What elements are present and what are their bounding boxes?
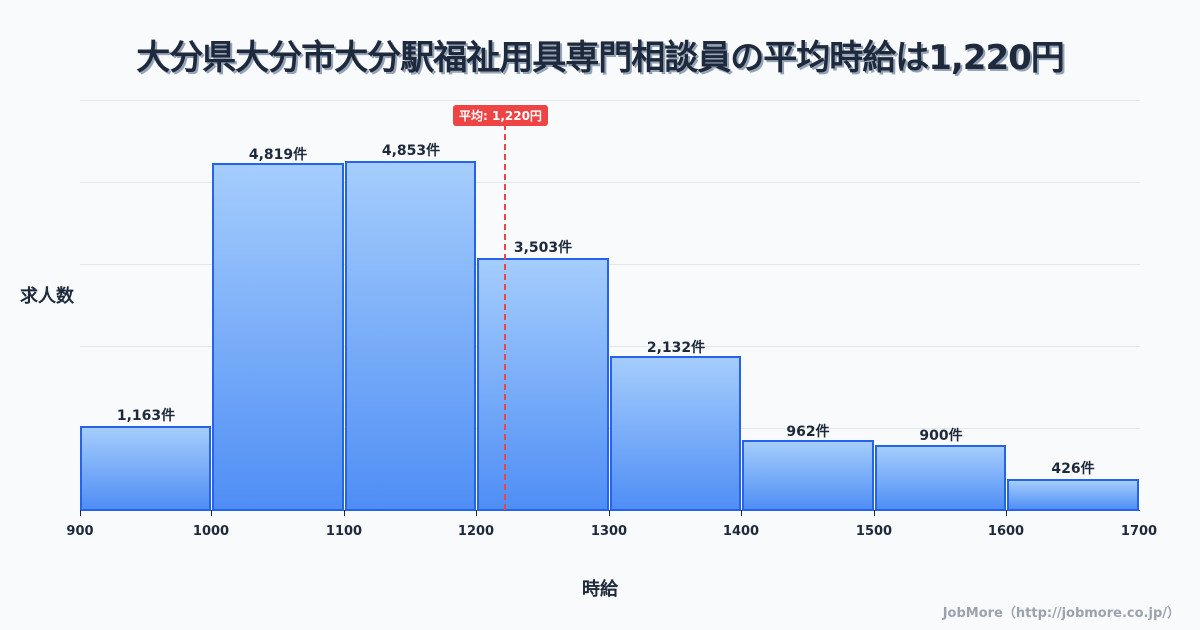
x-axis-line [80,510,1140,511]
histogram-bar [477,258,609,511]
x-tick-label: 1700 [1120,524,1158,539]
x-tick [80,510,81,516]
x-tick-label: 1300 [590,524,628,539]
gridline [80,346,1140,347]
x-tick-label: 1600 [987,524,1025,539]
bar-value-label: 1,163件 [116,408,176,424]
credit-text: JobMore（http://jobmore.co.jp/） [942,606,1180,621]
x-tick [741,510,742,516]
bar-value-label: 426件 [1051,461,1095,477]
histogram-bar [345,161,476,511]
histogram-bar [610,356,741,511]
mean-badge: 平均: 1,220円 [453,105,548,126]
gridline [80,264,1140,265]
histogram-bar [875,445,1006,511]
bar-value-label: 2,132件 [646,340,706,356]
x-tick-label: 1000 [192,524,230,539]
histogram-bar [212,163,344,511]
x-tick [609,510,610,516]
bar-value-label: 962件 [786,424,830,440]
mean-line [504,124,506,510]
bar-value-label: 4,819件 [248,147,308,163]
x-tick [211,510,212,516]
x-axis-label: 時給 [582,579,618,600]
gridline [80,182,1140,183]
x-tick-label: 1500 [855,524,893,539]
x-tick-label: 900 [66,524,94,539]
x-tick-label: 1100 [325,524,363,539]
chart-title: 大分県大分市大分駅福祉用具専門相談員の平均時給は1,220円 [136,38,1065,78]
x-tick-label: 1400 [722,524,760,539]
gridline [80,100,1140,101]
bar-value-label: 3,503件 [513,240,573,256]
x-tick [1006,510,1007,516]
x-tick [476,510,477,516]
bar-value-label: 900件 [919,428,963,444]
y-axis-label: 求人数 [20,286,74,307]
histogram-bar [742,440,874,511]
x-tick [874,510,875,516]
x-tick-label: 1200 [457,524,495,539]
x-tick [344,510,345,516]
histogram-bar [1007,479,1139,511]
bar-value-label: 4,853件 [381,143,441,159]
histogram-bar [80,426,211,511]
